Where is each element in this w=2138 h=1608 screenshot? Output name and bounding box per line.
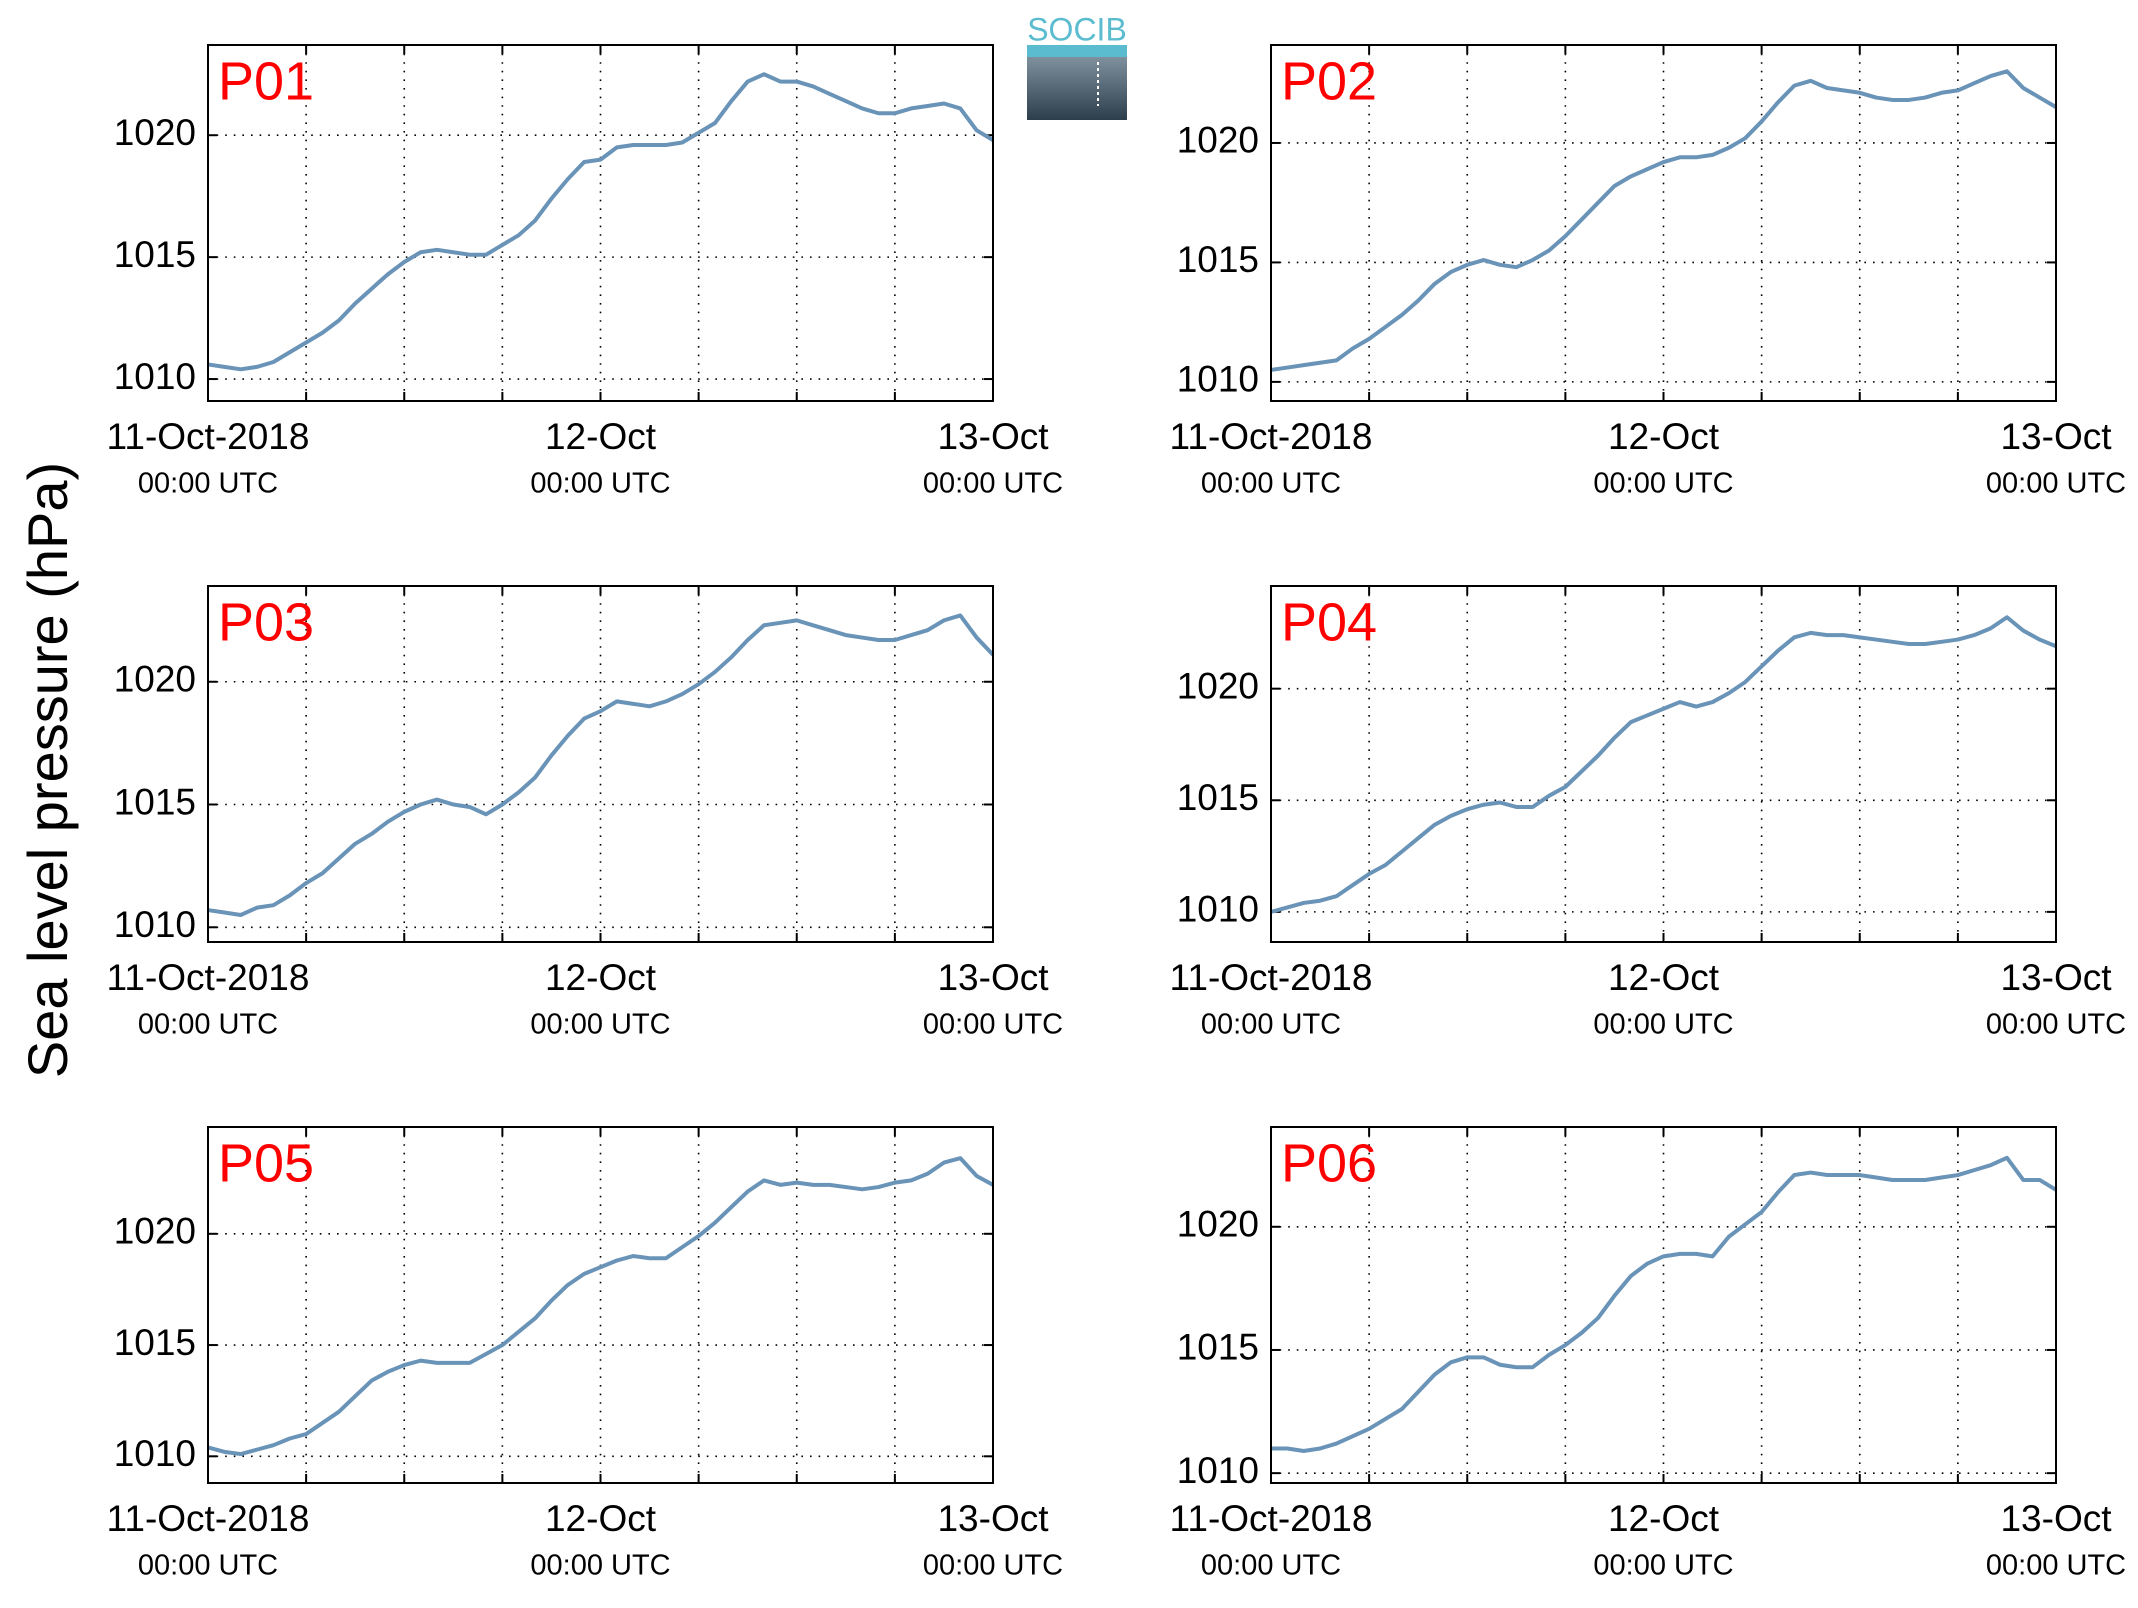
x-tick-label: 13-Oct (2000, 1498, 2112, 1539)
y-tick-label: 1010 (1177, 359, 1259, 400)
y-tick-label: 1010 (1177, 1450, 1259, 1491)
panel-title: P06 (1281, 1133, 1377, 1193)
y-axis-label: Sea level pressure (hPa) (16, 462, 79, 1078)
panel-title: P02 (1281, 51, 1377, 111)
x-tick-label: 11-Oct-2018 (1170, 416, 1373, 457)
data-line (207, 72, 995, 372)
x-tick-label: 13-Oct (2000, 957, 2112, 998)
x-tick-sublabel: 00:00 UTC (923, 1009, 1063, 1041)
x-tick-label: 13-Oct (937, 416, 1049, 457)
x-tick-label: 12-Oct (1608, 1498, 1720, 1539)
plot-frame (207, 585, 994, 943)
y-tick-label: 1010 (1177, 889, 1259, 930)
y-tick-label: 1015 (114, 781, 196, 822)
x-tick-sublabel: 00:00 UTC (138, 468, 278, 500)
panel-title: P04 (1281, 592, 1377, 652)
x-tick-sublabel: 00:00 UTC (1201, 1009, 1341, 1041)
y-tick-label: 1015 (1177, 777, 1259, 818)
data-line (207, 1156, 994, 1457)
y-tick-label: 1020 (1177, 120, 1259, 161)
x-tick-label: 13-Oct (937, 957, 1049, 998)
y-tick-label: 1020 (114, 659, 196, 700)
x-tick-sublabel: 00:00 UTC (138, 1009, 278, 1041)
logo-band (1027, 45, 1127, 57)
x-tick-sublabel: 00:00 UTC (530, 468, 670, 500)
panel-title: P05 (218, 1133, 314, 1193)
x-tick-label: 11-Oct-2018 (107, 957, 310, 998)
data-line (207, 613, 995, 917)
y-tick-label: 1010 (114, 1433, 196, 1474)
x-tick-sublabel: 00:00 UTC (923, 1550, 1063, 1582)
x-tick-label: 12-Oct (1608, 416, 1720, 457)
y-tick-label: 1020 (114, 112, 196, 153)
x-tick-sublabel: 00:00 UTC (1593, 468, 1733, 500)
data-line (1271, 1155, 2058, 1453)
x-tick-label: 11-Oct-2018 (107, 416, 310, 457)
x-tick-label: 12-Oct (545, 957, 657, 998)
x-tick-label: 11-Oct-2018 (1170, 957, 1373, 998)
y-tick-label: 1015 (114, 234, 196, 275)
plot-frame (1270, 44, 2057, 402)
logo-text: SOCIB (1027, 11, 1127, 47)
x-tick-label: 12-Oct (545, 1498, 657, 1539)
y-tick-label: 1015 (114, 1322, 196, 1363)
y-tick-label: 1010 (114, 904, 196, 945)
y-tick-label: 1020 (114, 1211, 196, 1252)
y-tick-label: 1015 (1177, 1327, 1259, 1368)
x-tick-sublabel: 00:00 UTC (1593, 1550, 1733, 1582)
x-tick-sublabel: 00:00 UTC (1593, 1009, 1733, 1041)
x-tick-sublabel: 00:00 UTC (1986, 1009, 2126, 1041)
x-tick-label: 11-Oct-2018 (107, 1498, 310, 1539)
x-tick-sublabel: 00:00 UTC (923, 468, 1063, 500)
x-tick-sublabel: 00:00 UTC (1986, 468, 2126, 500)
y-tick-label: 1020 (1177, 665, 1259, 706)
x-tick-sublabel: 00:00 UTC (1201, 468, 1341, 500)
panel-title: P01 (218, 51, 314, 111)
plot-frame (1270, 585, 2057, 943)
x-tick-label: 11-Oct-2018 (1170, 1498, 1373, 1539)
data-line (1270, 69, 2058, 372)
plot-frame (1270, 1126, 2057, 1484)
y-tick-label: 1020 (1177, 1204, 1259, 1245)
x-tick-label: 12-Oct (545, 416, 657, 457)
y-tick-label: 1015 (1177, 239, 1259, 280)
x-tick-sublabel: 00:00 UTC (530, 1009, 670, 1041)
x-tick-label: 12-Oct (1608, 957, 1720, 998)
x-tick-sublabel: 00:00 UTC (1986, 1550, 2126, 1582)
logo: SOCIB (1027, 11, 1127, 120)
plot-frame (207, 1126, 994, 1484)
x-tick-sublabel: 00:00 UTC (138, 1550, 278, 1582)
x-tick-sublabel: 00:00 UTC (1201, 1550, 1341, 1582)
x-tick-label: 13-Oct (937, 1498, 1049, 1539)
data-line (1270, 615, 2057, 914)
x-tick-label: 13-Oct (2000, 416, 2112, 457)
y-tick-label: 1010 (114, 356, 196, 397)
panel-title: P03 (218, 592, 314, 652)
x-tick-sublabel: 00:00 UTC (530, 1550, 670, 1582)
logo-body (1027, 45, 1127, 120)
plot-frame (207, 44, 994, 402)
